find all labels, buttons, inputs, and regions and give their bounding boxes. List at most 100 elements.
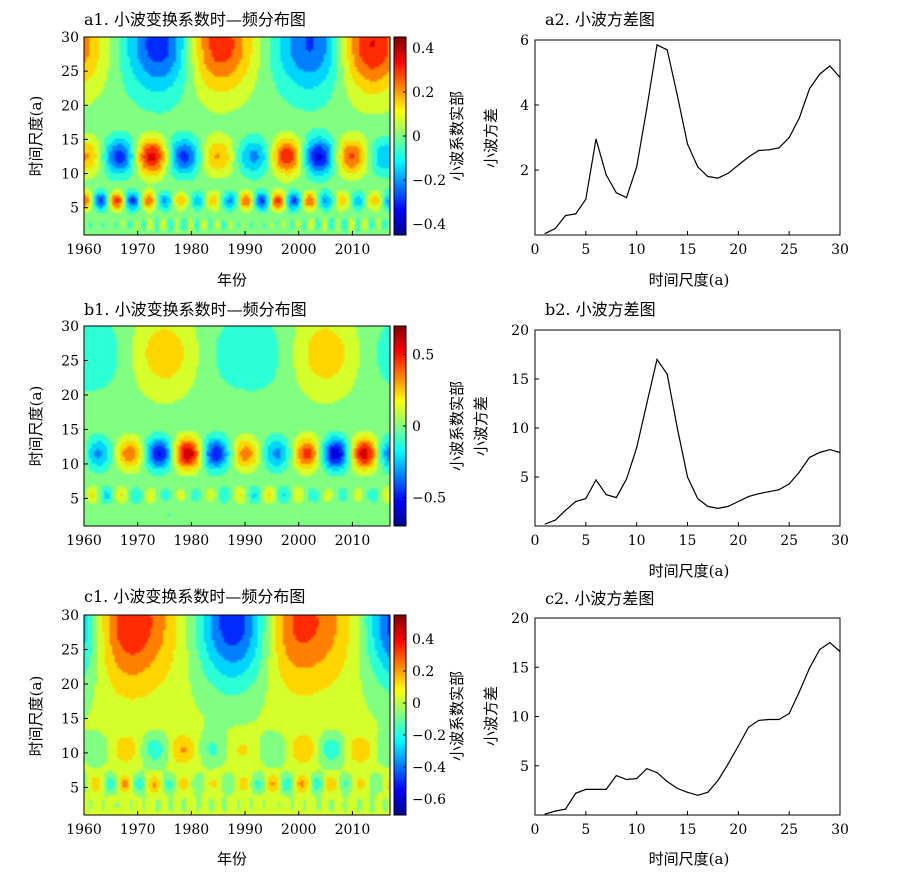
y-tick-label: 20 <box>61 98 79 114</box>
variance-point <box>737 745 739 747</box>
variance-point <box>758 719 760 722</box>
y-tick-label: 15 <box>61 422 79 438</box>
variance-point <box>636 777 638 780</box>
variance-point <box>676 94 678 96</box>
variance-point <box>544 523 546 525</box>
variance-point <box>788 712 790 715</box>
x-tick-label: 1970 <box>120 533 156 549</box>
x-tick-label: 25 <box>780 822 798 838</box>
a1-title: a1. 小波变换系数时—频分布图 <box>84 10 306 29</box>
y-tick-label: 5 <box>520 759 529 775</box>
c2-title: c2. 小波方差图 <box>545 589 654 608</box>
variance-point <box>829 65 831 67</box>
colorbar-tick-label: −0.6 <box>412 792 446 808</box>
x-tick-label: 2010 <box>335 533 371 549</box>
variance-point <box>564 214 567 217</box>
c2-xlabel: 时间尺度(a) <box>649 850 730 868</box>
variance-point <box>585 788 587 790</box>
y-tick-label: 15 <box>511 660 529 676</box>
variance-line <box>544 357 841 525</box>
variance-point <box>717 177 719 179</box>
a2-ylabel: 小波方差 <box>482 108 500 168</box>
variance-point <box>554 227 556 230</box>
variance-point <box>717 779 719 782</box>
colorbar-tick-label: 0.4 <box>412 632 434 648</box>
variance-point <box>544 232 546 234</box>
variance-point <box>575 213 577 215</box>
y-tick-label: 5 <box>70 780 79 796</box>
b1-title: b1. 小波变换系数时—频分布图 <box>84 300 307 319</box>
y-tick-label: 10 <box>511 710 529 726</box>
variance-point <box>575 500 577 503</box>
colorbar-tick-label: 0 <box>412 129 421 145</box>
variance-point <box>615 496 617 499</box>
x-tick-label: 2010 <box>335 822 371 838</box>
variance-point <box>829 448 831 451</box>
x-tick-label: 25 <box>780 533 798 549</box>
variance-point <box>819 648 821 651</box>
variance-point <box>768 718 770 721</box>
colorbar-tick-label: 0 <box>412 419 421 435</box>
b1-colorbar-label: 小波系数实部 <box>448 381 466 471</box>
variance-point <box>717 507 719 509</box>
variance-point <box>707 505 709 507</box>
variance-point <box>829 642 831 644</box>
variance-point <box>758 493 760 495</box>
variance-point <box>656 358 658 360</box>
a2-xlabel: 时间尺度(a) <box>649 271 730 289</box>
variance-point <box>575 792 577 794</box>
plot-frame <box>83 36 391 236</box>
variance-point <box>595 479 597 481</box>
variance-point <box>564 509 567 511</box>
panel-a1: a1. 小波变换系数时—频分布图 时间尺度(a) 年份 小波系数实部 1960 1… <box>27 10 466 289</box>
variance-point <box>819 451 821 454</box>
b2-ylabel: 小波方差 <box>472 396 490 456</box>
variance-point <box>625 778 628 781</box>
x-tick-label: 5 <box>581 242 590 258</box>
variance-point <box>636 447 638 449</box>
variance-point <box>798 117 800 119</box>
variance-point <box>778 489 780 491</box>
b1-ylabel: 时间尺度(a) <box>27 386 45 467</box>
colorbar-tick-label: −0.5 <box>412 490 446 506</box>
x-tick-label: 1980 <box>174 533 210 549</box>
colorbar-tick-label: 0.2 <box>412 85 434 101</box>
variance-point <box>676 787 678 790</box>
x-tick-label: 30 <box>831 822 849 838</box>
variance-point <box>595 788 597 790</box>
y-tick-label: 25 <box>61 64 79 80</box>
x-tick-label: 15 <box>679 822 697 838</box>
heatmap-field <box>84 615 390 815</box>
variance-point <box>839 451 841 454</box>
x-tick-label: 20 <box>729 822 747 838</box>
variance-point <box>747 496 750 498</box>
x-tick-label: 15 <box>679 242 697 258</box>
y-tick-label: 10 <box>61 746 79 762</box>
colorbar <box>393 614 407 816</box>
variance-point <box>778 147 780 149</box>
c1-ylabel: 时间尺度(a) <box>27 676 45 757</box>
y-tick-label: 6 <box>520 33 529 49</box>
y-tick-label: 25 <box>61 642 79 658</box>
y-tick-label: 5 <box>70 491 79 507</box>
x-tick-label: 1960 <box>66 822 102 838</box>
x-tick-label: 30 <box>831 242 849 258</box>
y-tick-label: 2 <box>520 163 529 179</box>
variance-point <box>778 718 780 721</box>
variance-point <box>605 788 607 790</box>
y-tick-label: 30 <box>61 608 79 624</box>
x-tick-label: 15 <box>679 533 697 549</box>
x-tick-label: 20 <box>729 242 747 258</box>
y-tick-label: 10 <box>61 167 79 183</box>
y-tick-label: 15 <box>61 132 79 148</box>
variance-point <box>808 88 811 90</box>
c1-colorbar-label: 小波系数实部 <box>448 671 466 761</box>
variance-line <box>545 641 841 815</box>
heatmap-field <box>84 326 390 526</box>
x-tick-label: 1980 <box>174 822 210 838</box>
y-tick-label: 5 <box>520 470 529 486</box>
colorbar-tick-label: 0 <box>412 696 421 712</box>
variance-point <box>697 497 699 500</box>
y-tick-label: 15 <box>61 711 79 727</box>
